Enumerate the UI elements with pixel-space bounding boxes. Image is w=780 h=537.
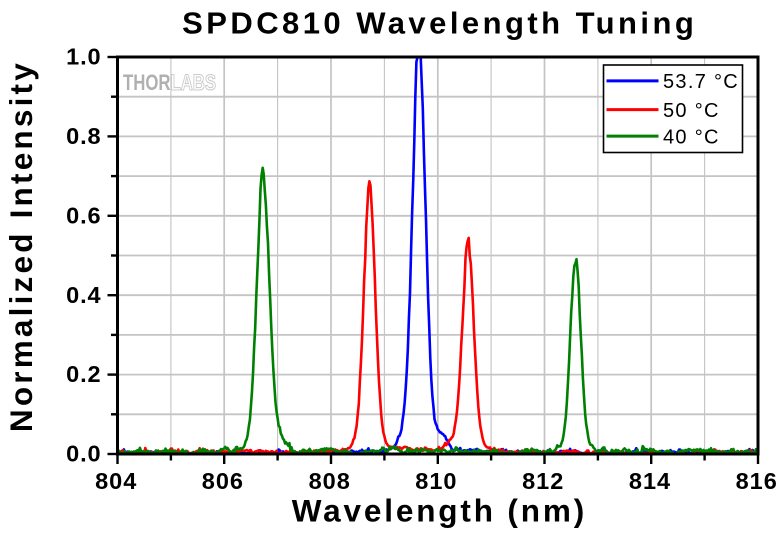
- svg-text:0.6: 0.6: [66, 202, 101, 228]
- svg-text:814: 814: [629, 468, 671, 494]
- svg-text:806: 806: [202, 468, 244, 494]
- svg-text:804: 804: [95, 468, 137, 494]
- svg-text:50 °C: 50 °C: [663, 100, 720, 122]
- svg-text:808: 808: [309, 468, 351, 494]
- svg-text:0.2: 0.2: [66, 361, 101, 387]
- svg-text:40 °C: 40 °C: [663, 126, 720, 148]
- svg-text:816: 816: [736, 468, 778, 494]
- svg-text:0.0: 0.0: [66, 441, 101, 467]
- svg-text:LABS: LABS: [171, 70, 217, 95]
- svg-text:1.0: 1.0: [66, 44, 101, 70]
- svg-text:THOR: THOR: [123, 70, 171, 95]
- svg-text:Normalized Intensity: Normalized Intensity: [3, 60, 39, 432]
- svg-text:812: 812: [522, 468, 564, 494]
- svg-text:0.8: 0.8: [66, 123, 101, 149]
- svg-text:Wavelength (nm): Wavelength (nm): [292, 492, 587, 528]
- svg-text:810: 810: [415, 468, 457, 494]
- svg-text:53.7 °C: 53.7 °C: [663, 71, 739, 93]
- svg-text:SPDC810 Wavelength Tuning: SPDC810 Wavelength Tuning: [182, 6, 697, 41]
- svg-text:0.4: 0.4: [66, 282, 101, 308]
